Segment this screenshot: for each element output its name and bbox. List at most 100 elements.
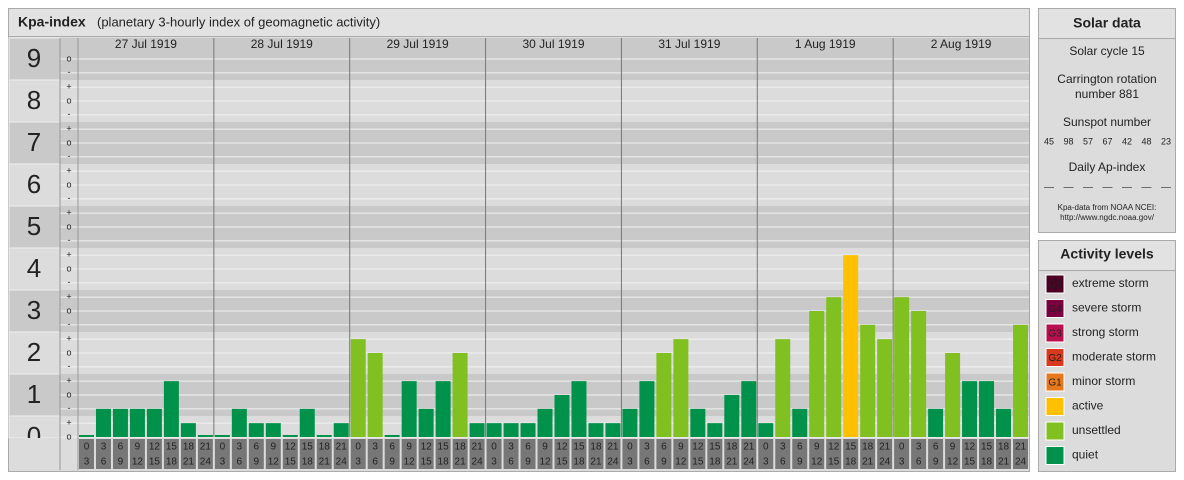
hour-cell bbox=[452, 439, 468, 469]
hour-label: 15 bbox=[964, 457, 976, 468]
hour-cell bbox=[180, 439, 196, 469]
hour-label: 21 bbox=[607, 442, 619, 453]
hour-label: 3 bbox=[84, 457, 90, 468]
hour-label: 18 bbox=[845, 457, 857, 468]
bar bbox=[146, 408, 162, 437]
bar bbox=[928, 408, 944, 437]
hour-label: 3 bbox=[780, 442, 786, 453]
hour-cell bbox=[911, 439, 927, 469]
hour-cell bbox=[435, 439, 451, 469]
bar bbox=[248, 423, 264, 437]
hour-label: 18 bbox=[862, 442, 874, 453]
minor-tick-label: - bbox=[68, 361, 71, 371]
hour-label: 9 bbox=[271, 442, 277, 453]
hour-label: 6 bbox=[372, 457, 378, 468]
minor-tick-label: + bbox=[66, 124, 71, 134]
hour-cell bbox=[231, 439, 247, 469]
hour-cell bbox=[316, 439, 332, 469]
subtitle: (planetary 3-hourly index of geomagnetic… bbox=[97, 14, 380, 29]
y-tick-label: 6 bbox=[27, 169, 41, 199]
y-tick-label: 1 bbox=[27, 379, 41, 409]
bar bbox=[758, 423, 774, 437]
sunspot-value: 45 bbox=[1044, 136, 1054, 146]
bar bbox=[469, 423, 485, 437]
hour-label: 21 bbox=[743, 442, 755, 453]
hour-cell bbox=[809, 439, 825, 469]
hour-label: 21 bbox=[183, 457, 195, 468]
minor-tick-label: o bbox=[66, 137, 71, 147]
bar bbox=[809, 311, 825, 437]
minor-tick-label: - bbox=[68, 277, 71, 287]
hour-cell bbox=[894, 439, 910, 469]
minor-tick-label: + bbox=[66, 250, 71, 260]
legend-badge: G4 bbox=[1048, 304, 1062, 315]
day-label: 29 Jul 1919 bbox=[387, 37, 449, 51]
bar bbox=[741, 381, 757, 437]
minor-tick-label: o bbox=[66, 53, 71, 63]
title-bar bbox=[8, 8, 1030, 37]
hour-label: 0 bbox=[763, 442, 769, 453]
hour-cell bbox=[673, 439, 689, 469]
minor-tick-label: + bbox=[66, 82, 71, 92]
hour-label: 12 bbox=[132, 457, 144, 468]
hour-label: 15 bbox=[556, 457, 568, 468]
bar bbox=[435, 381, 451, 437]
bar bbox=[554, 395, 570, 437]
bar bbox=[911, 311, 927, 437]
minor-tick-label: - bbox=[68, 193, 71, 203]
legend-label: severe storm bbox=[1072, 301, 1141, 315]
minor-tick-label: + bbox=[66, 376, 71, 386]
levels-title-bar bbox=[1038, 240, 1176, 271]
bar bbox=[962, 381, 978, 437]
y-label-cell bbox=[8, 289, 61, 333]
legend-label: active bbox=[1072, 399, 1104, 413]
bar bbox=[367, 353, 383, 437]
hour-label: 21 bbox=[879, 442, 891, 453]
hour-cell bbox=[401, 439, 417, 469]
ap-value: –– bbox=[1161, 181, 1171, 191]
hour-cell bbox=[758, 439, 774, 469]
hour-label: 3 bbox=[899, 457, 905, 468]
bar bbox=[673, 339, 689, 437]
ap-label: Daily Ap-index bbox=[1069, 160, 1146, 174]
ap-value: –– bbox=[1063, 181, 1073, 191]
hour-label: 3 bbox=[355, 457, 361, 468]
y-label-cell bbox=[8, 163, 61, 207]
legend-badge: G3 bbox=[1048, 329, 1062, 340]
day-label: 28 Jul 1919 bbox=[251, 37, 313, 51]
hour-label: 9 bbox=[933, 457, 939, 468]
hour-label: 6 bbox=[780, 457, 786, 468]
hour-label: 12 bbox=[285, 442, 297, 453]
hour-label: 18 bbox=[590, 442, 602, 453]
hour-label: 18 bbox=[438, 457, 450, 468]
hour-label: 9 bbox=[542, 442, 548, 453]
hour-label: 12 bbox=[149, 442, 161, 453]
hour-cell bbox=[333, 439, 349, 469]
bar bbox=[486, 423, 502, 437]
sunspot-value: 67 bbox=[1102, 136, 1112, 146]
hour-label: 15 bbox=[302, 442, 314, 453]
hour-label: 24 bbox=[879, 457, 891, 468]
minor-tick-label: o bbox=[66, 431, 71, 441]
hour-cell bbox=[112, 439, 128, 469]
hour-label: 3 bbox=[220, 457, 226, 468]
hour-label: 21 bbox=[862, 457, 874, 468]
hour-cell bbox=[639, 439, 655, 469]
hour-cell bbox=[605, 439, 621, 469]
minor-tick-label: - bbox=[68, 151, 71, 161]
hour-label: 15 bbox=[421, 457, 433, 468]
minor-tick-label: o bbox=[66, 263, 71, 273]
hour-label: 3 bbox=[644, 442, 650, 453]
hour-label: 18 bbox=[573, 457, 585, 468]
minor-tick-label: o bbox=[66, 389, 71, 399]
hour-cell bbox=[503, 439, 519, 469]
hour-label: 18 bbox=[455, 442, 467, 453]
hour-cell bbox=[384, 439, 400, 469]
legend-swatch bbox=[1045, 372, 1065, 392]
hour-cell bbox=[996, 439, 1012, 469]
hour-label: 24 bbox=[743, 457, 755, 468]
bar bbox=[537, 408, 553, 437]
day-label: 30 Jul 1919 bbox=[522, 37, 584, 51]
hour-cell bbox=[350, 439, 366, 469]
hour-label: 18 bbox=[183, 442, 195, 453]
